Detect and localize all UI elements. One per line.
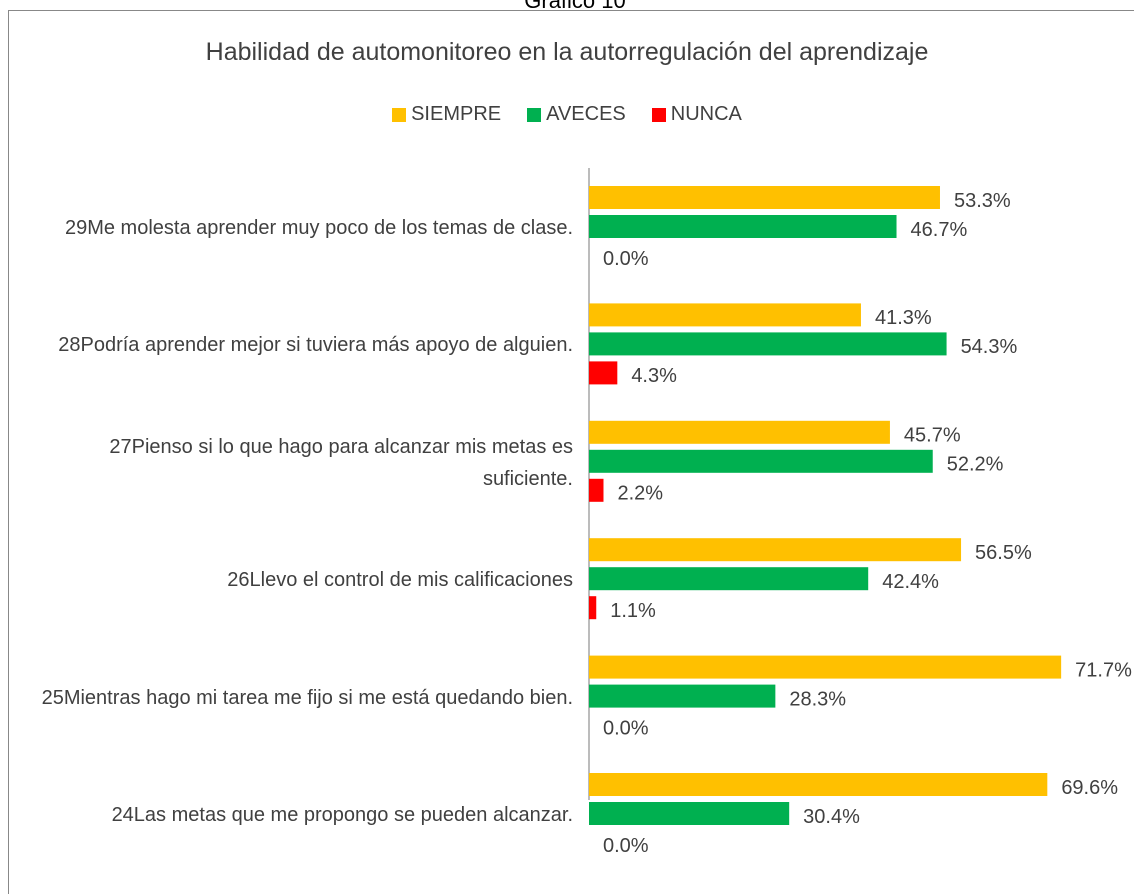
bar: [589, 567, 869, 591]
category-label: 28Podría aprender mejor si tuviera más a…: [58, 334, 573, 357]
bar: [589, 478, 604, 502]
legend-label: SIEMPRE: [411, 103, 502, 125]
data-label: 56.5%: [975, 542, 1032, 564]
category-label: 26Llevo el control de mis calificaciones: [227, 569, 573, 592]
data-label: 45.7%: [904, 425, 961, 447]
data-label: 69.6%: [1061, 777, 1118, 799]
data-label: 0.0%: [603, 717, 649, 739]
data-label: 46.7%: [911, 219, 968, 241]
legend-swatch: [651, 107, 666, 122]
legend: SIEMPRE AVECES NUNCA: [0, 103, 1134, 126]
legend-label: AVECES: [546, 103, 626, 125]
data-label: 54.3%: [961, 336, 1018, 358]
bar: [589, 684, 776, 708]
chart-title: Habilidad de automonitoreo en la autorre…: [205, 38, 929, 66]
legend-swatch: [527, 107, 542, 122]
chart-border: [8, 10, 1134, 894]
category-label: 25Mientras hago mi tarea me fijo si me e…: [41, 686, 573, 709]
data-label: 28.3%: [789, 688, 846, 710]
bar: [589, 215, 897, 238]
data-label: 53.3%: [954, 190, 1011, 212]
legend-item: NUNCA: [651, 103, 742, 126]
data-label: 30.4%: [803, 806, 860, 828]
data-label: 42.4%: [882, 571, 939, 593]
bar: [589, 538, 962, 562]
data-label: 41.3%: [875, 307, 932, 329]
category-label: 29Me molesta aprender muy poco de los te…: [64, 217, 573, 239]
bar: [589, 655, 1062, 679]
bar: [589, 596, 597, 620]
bar: [589, 449, 933, 473]
category-label: 27Pienso si lo que hago para alcanzar mi…: [109, 435, 573, 490]
bar: [589, 773, 1048, 796]
legend-item: SIEMPRE: [392, 103, 501, 126]
legend-item: AVECES: [527, 103, 626, 126]
bar: [589, 332, 947, 356]
data-label: 1.1%: [610, 600, 656, 622]
data-label: 71.7%: [1075, 659, 1132, 681]
bar: [589, 420, 890, 444]
bar: [589, 303, 861, 327]
data-label: 4.3%: [631, 365, 677, 387]
category-label: 24Las metas que me propongo se pueden al…: [111, 804, 573, 826]
data-label: 2.2%: [617, 483, 663, 505]
data-label: 0.0%: [603, 835, 649, 857]
legend-label: NUNCA: [670, 103, 742, 125]
figure-label: Gráfico 10: [524, 0, 626, 13]
data-label: 0.0%: [603, 248, 649, 270]
bar: [589, 361, 618, 385]
bar: [589, 802, 790, 825]
bar: [589, 186, 940, 209]
legend-swatch: [392, 107, 407, 122]
data-label: 52.2%: [947, 454, 1004, 476]
